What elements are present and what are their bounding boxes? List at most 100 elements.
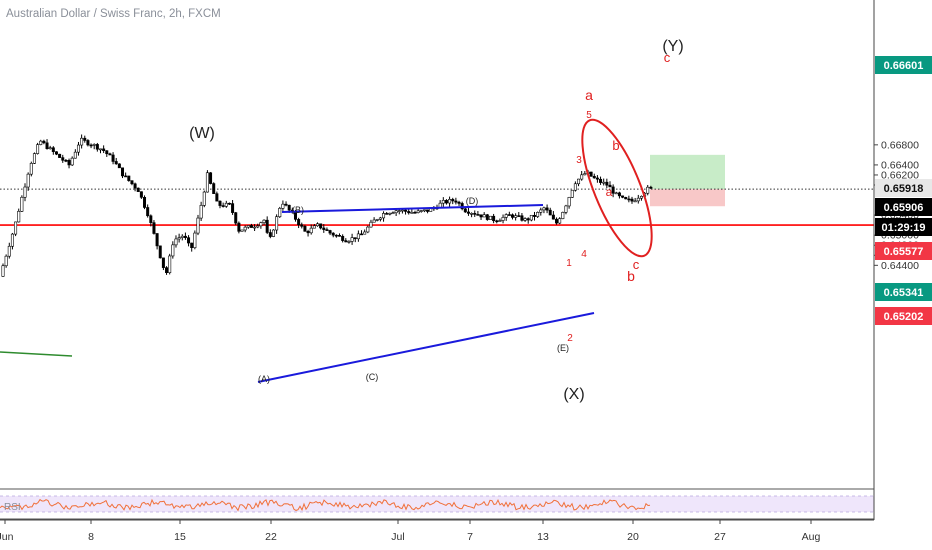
candle-body xyxy=(17,210,21,223)
candle-body xyxy=(114,161,118,165)
candle xyxy=(127,175,131,182)
candle-body xyxy=(413,212,417,214)
candle-body xyxy=(287,204,291,211)
candle xyxy=(466,208,470,216)
candle xyxy=(26,172,30,191)
candle xyxy=(627,195,631,203)
candle xyxy=(448,196,452,207)
candle xyxy=(61,154,65,163)
candle-body xyxy=(256,225,260,228)
candle-body xyxy=(215,193,219,202)
candle xyxy=(419,210,423,213)
candle xyxy=(347,240,351,244)
candle-body xyxy=(73,151,77,159)
price-tag-bg xyxy=(875,179,932,197)
candle xyxy=(98,148,102,154)
candle-body xyxy=(174,238,178,246)
candle xyxy=(385,211,389,215)
candle-body xyxy=(633,200,637,203)
candle-body xyxy=(649,186,653,189)
candle-body xyxy=(501,217,505,221)
candle xyxy=(86,139,90,147)
candle-body xyxy=(303,226,307,232)
candle xyxy=(353,237,357,243)
candle-body xyxy=(454,200,458,203)
candle xyxy=(243,225,247,233)
candle-body xyxy=(526,218,530,221)
candle xyxy=(577,178,581,187)
price-tag: 0.65918 xyxy=(875,179,932,197)
candle-body xyxy=(86,140,90,146)
candle-body xyxy=(551,214,555,220)
candle-body xyxy=(14,221,18,235)
candle xyxy=(42,139,46,145)
candle-body xyxy=(146,207,150,217)
candle-body xyxy=(95,144,99,150)
candle-body xyxy=(510,214,514,218)
candle xyxy=(300,222,304,229)
candle-body xyxy=(570,189,574,198)
rsi-band xyxy=(0,496,874,512)
candle-body xyxy=(221,205,225,207)
candle-body xyxy=(561,212,565,219)
candle-body xyxy=(378,217,382,220)
candle-body xyxy=(611,186,615,194)
candle-body xyxy=(548,209,552,216)
price-tag-label: 01:29:19 xyxy=(881,222,925,234)
candle xyxy=(234,211,238,226)
candle-body xyxy=(70,157,74,166)
candle xyxy=(366,225,370,234)
candle xyxy=(495,219,499,224)
x-tick-label: Jul xyxy=(391,531,404,543)
candle-body xyxy=(636,197,640,202)
candle-body xyxy=(334,234,338,237)
wave-label-5: c xyxy=(633,257,640,272)
price-tag-bg xyxy=(875,218,932,236)
candle xyxy=(341,234,345,243)
candle xyxy=(187,235,191,247)
candle xyxy=(391,211,395,215)
candle xyxy=(14,221,18,237)
candle xyxy=(231,199,235,215)
candle xyxy=(23,183,27,202)
candle xyxy=(136,187,140,192)
candle xyxy=(595,175,599,183)
candle xyxy=(561,211,565,220)
candle-body xyxy=(608,184,612,188)
candle-body xyxy=(639,195,643,199)
candle xyxy=(360,230,364,236)
candle-body xyxy=(262,219,266,223)
candle xyxy=(567,196,571,209)
candle-body xyxy=(482,214,486,218)
candle xyxy=(202,190,206,208)
candle-body xyxy=(92,144,96,146)
candle-body xyxy=(1,265,5,277)
candle-body xyxy=(592,175,596,179)
candle xyxy=(224,200,228,208)
candle xyxy=(589,171,593,177)
candle-body xyxy=(4,255,8,267)
candle xyxy=(350,233,354,245)
candle xyxy=(344,238,348,243)
candle-body xyxy=(476,214,480,216)
candle xyxy=(80,134,84,149)
candle xyxy=(265,216,269,235)
candle xyxy=(536,211,540,218)
candle xyxy=(548,207,552,216)
candle-body xyxy=(209,172,213,184)
candle xyxy=(218,200,222,209)
candle xyxy=(246,225,250,229)
candle-body xyxy=(385,213,389,215)
x-tick-label: Jun xyxy=(0,531,14,543)
candle xyxy=(636,194,640,204)
candle xyxy=(171,241,175,259)
candle xyxy=(212,182,216,194)
candle xyxy=(183,232,187,240)
candle xyxy=(592,173,596,179)
candle-body xyxy=(202,191,206,206)
candle-body xyxy=(360,233,364,236)
candle xyxy=(180,234,184,241)
candle xyxy=(205,170,209,193)
candle xyxy=(152,220,156,235)
